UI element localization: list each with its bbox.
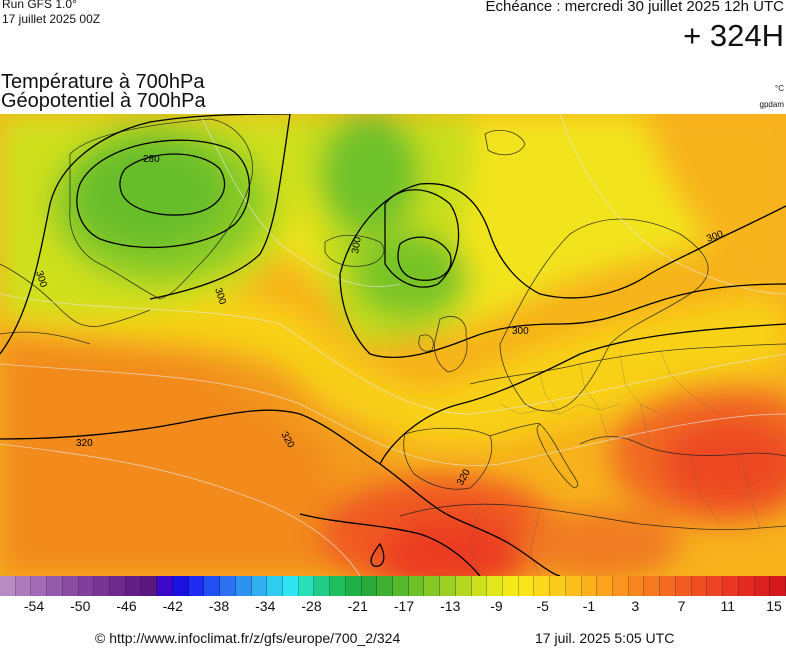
color-scale-swatch xyxy=(550,576,566,596)
color-scale-tick-label: -28 xyxy=(301,598,322,614)
forecast-valid-time: Echéance : mercredi 30 juillet 2025 12h … xyxy=(485,0,785,15)
contour-label: 300 xyxy=(350,236,364,255)
color-scale-swatch xyxy=(471,576,488,596)
color-scale-swatch xyxy=(188,576,205,596)
color-scale-tick-label: 3 xyxy=(631,598,640,614)
contour-label: 300 xyxy=(33,270,49,290)
color-scale-swatch xyxy=(628,576,645,596)
color-scale-swatch xyxy=(754,576,771,596)
color-scale-swatch xyxy=(487,576,503,596)
color-scale-tick-label: -17 xyxy=(393,598,415,614)
color-scale-swatch xyxy=(141,576,158,596)
color-scale-tick-label: 7 xyxy=(677,598,686,614)
lead-time: + 324H xyxy=(683,18,784,53)
color-scale-tick-label: -34 xyxy=(255,598,276,614)
color-scale-swatch xyxy=(613,576,629,596)
weather-map: 280 300 300 300 300 300 320 320 320 xyxy=(0,114,786,576)
color-scale-swatch xyxy=(15,576,32,596)
color-scale-tick-label: -21 xyxy=(347,598,368,614)
country-borders xyxy=(469,349,761,576)
color-scale-swatch xyxy=(47,576,63,596)
color-scale-swatch xyxy=(408,576,425,596)
color-scale-swatch xyxy=(738,576,755,596)
color-scale-swatch xyxy=(660,576,676,596)
color-scale-swatch xyxy=(581,576,598,596)
color-scale-tick-label: -42 xyxy=(162,598,183,614)
color-scale-ticks: -54 -50 -46 -42 -38 -34 -28 -21 -17 -13 -9 -5 -1 3 7 11… xyxy=(0,598,786,618)
run-date: 17 juillet 2025 00Z xyxy=(2,12,101,26)
color-scale-swatch xyxy=(204,576,221,596)
color-scale-swatch xyxy=(345,576,362,596)
color-scale-swatch xyxy=(235,576,252,596)
color-scale-swatch xyxy=(78,576,95,596)
color-scale-tick-label: -46 xyxy=(116,598,137,614)
color-scale-tick-label: 15 xyxy=(766,598,782,614)
color-scale-swatch xyxy=(723,576,739,596)
isotherms xyxy=(0,114,786,576)
color-scale-swatch xyxy=(330,576,346,596)
contour-label: 300 xyxy=(212,287,228,307)
color-scale-swatch xyxy=(675,576,692,596)
color-scale-swatch xyxy=(298,576,315,596)
color-scale-swatch xyxy=(125,576,142,596)
color-scale-swatch xyxy=(455,576,472,596)
contour-label: 300 xyxy=(512,326,529,337)
color-scale-swatch xyxy=(518,576,535,596)
color-scale-tick-label: -50 xyxy=(70,598,91,614)
color-scale-swatch xyxy=(361,576,378,596)
color-scale-swatch xyxy=(770,576,786,596)
color-scale-swatch xyxy=(377,576,393,596)
color-scale-swatch xyxy=(503,576,519,596)
temperature-shading xyxy=(0,114,786,576)
contour-label: 320 xyxy=(76,438,93,449)
color-scale-swatch xyxy=(251,576,268,596)
color-scale-tick-label: -1 xyxy=(582,598,596,614)
color-scale-swatch xyxy=(110,576,126,596)
color-scale-swatch xyxy=(0,576,16,596)
color-scale-swatch xyxy=(220,576,236,596)
color-scale-swatch xyxy=(644,576,661,596)
color-scale-tick-label: 11 xyxy=(720,598,736,614)
color-scale-swatch xyxy=(392,576,409,596)
title-temperature: Température à 700hPa xyxy=(1,71,205,93)
color-scale-swatch xyxy=(62,576,79,596)
color-scale-tick-label: -54 xyxy=(23,598,45,614)
color-scale-tick-label: -38 xyxy=(208,598,230,614)
color-scale-swatch xyxy=(314,576,331,596)
color-scale-swatch xyxy=(565,576,582,596)
color-scale-swatch xyxy=(440,576,456,596)
contour-label: 280 xyxy=(143,154,160,165)
color-scale-swatch xyxy=(94,576,111,596)
footer-source-url[interactable]: © http://www.infoclimat.fr/z/gfs/europe/… xyxy=(95,630,401,646)
color-scale-swatch xyxy=(597,576,614,596)
title-geopotential: Géopotentiel à 700hPa xyxy=(1,90,206,112)
color-scale-tick-label: -9 xyxy=(490,598,503,614)
color-scale-swatch xyxy=(282,576,299,596)
color-scale-swatch xyxy=(691,576,708,596)
unit-celsius: °C xyxy=(775,84,784,93)
run-label: Run GFS 1.0° xyxy=(2,0,77,11)
color-scale-swatch xyxy=(157,576,173,596)
unit-gpdam: gpdam xyxy=(759,100,784,109)
color-scale-swatch xyxy=(31,576,48,596)
color-scale xyxy=(0,576,786,596)
footer-timestamp: 17 juil. 2025 5:05 UTC xyxy=(535,630,675,646)
color-scale-tick-label: -13 xyxy=(440,598,461,614)
coastlines xyxy=(0,118,786,531)
color-scale-swatch xyxy=(534,576,551,596)
color-scale-swatch xyxy=(172,576,189,596)
color-scale-tick-label: -5 xyxy=(536,598,549,614)
geopotential-contours xyxy=(0,114,786,576)
color-scale-swatch xyxy=(267,576,283,596)
color-scale-swatch xyxy=(707,576,724,596)
color-scale-swatch xyxy=(424,576,441,596)
